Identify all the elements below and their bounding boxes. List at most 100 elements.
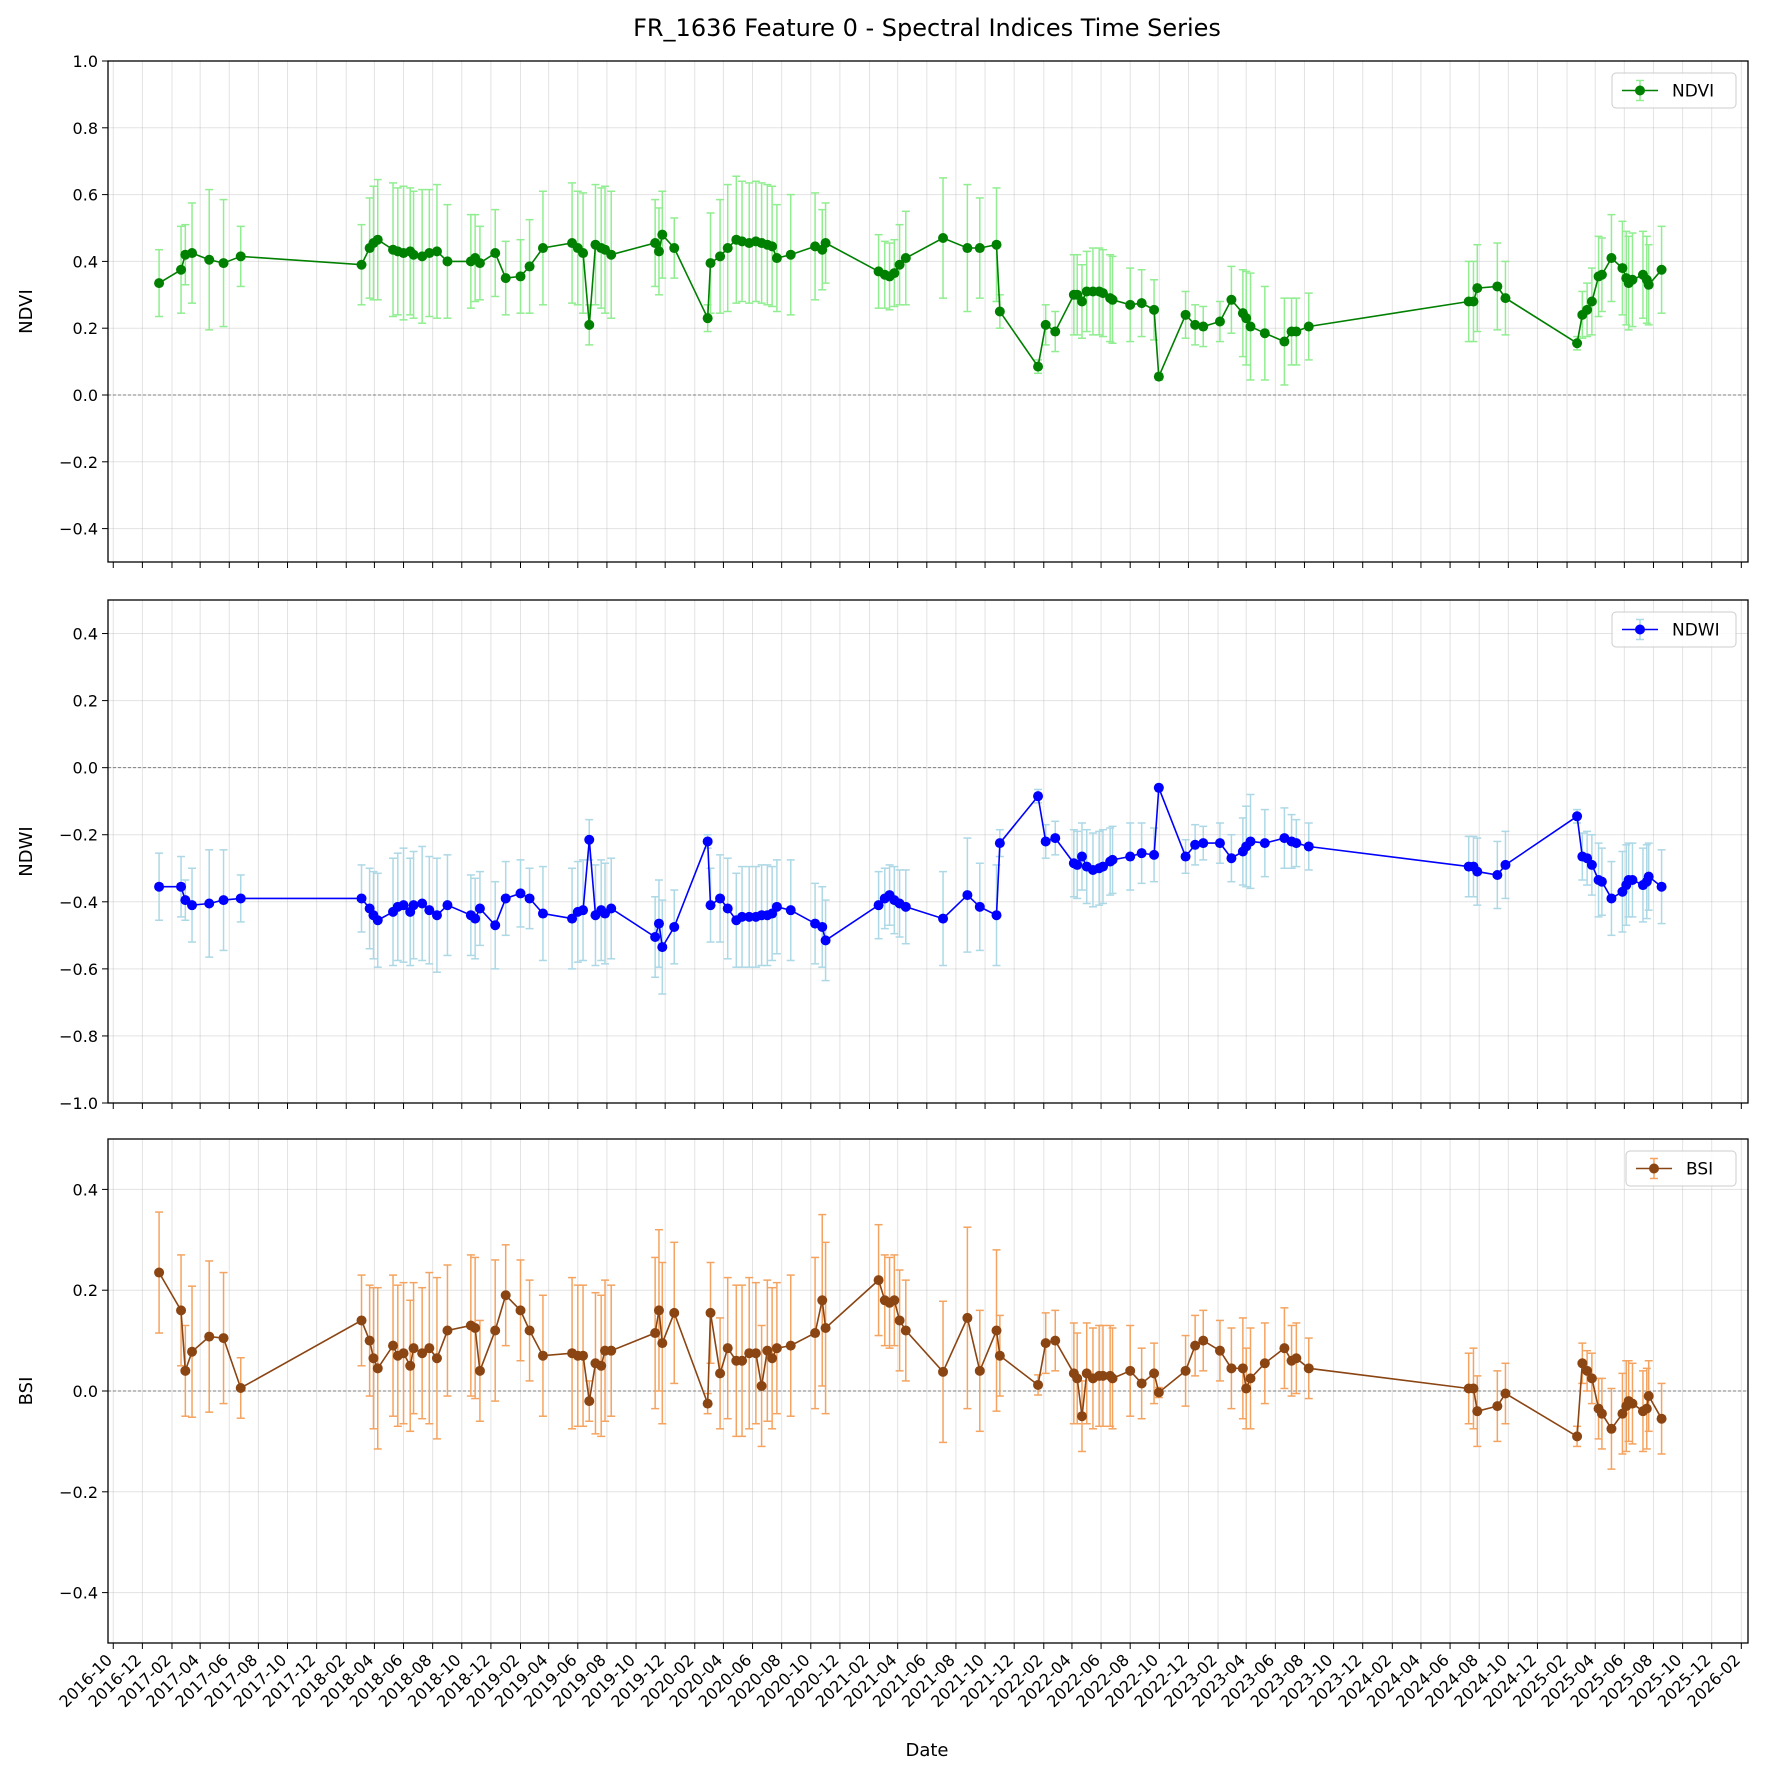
data-point — [657, 1338, 668, 1349]
data-point — [584, 834, 595, 845]
data-point — [364, 1335, 375, 1346]
data-point — [1040, 1338, 1051, 1349]
data-point — [1643, 1391, 1654, 1402]
data-point — [388, 1340, 399, 1351]
data-point — [715, 893, 726, 904]
data-point — [1259, 838, 1270, 849]
data-point — [1076, 296, 1087, 307]
data-point — [1072, 1373, 1083, 1384]
y-tick-label: 0.4 — [73, 1180, 98, 1199]
data-point — [702, 836, 713, 847]
data-point — [810, 1328, 821, 1339]
grid — [108, 60, 1748, 562]
data-point — [994, 1350, 1005, 1361]
data-point — [372, 234, 383, 245]
data-point — [1656, 1413, 1667, 1424]
data-point — [1596, 876, 1607, 887]
data-point — [1627, 1398, 1638, 1409]
data-point — [187, 900, 198, 911]
data-point — [398, 900, 409, 911]
data-point — [1149, 1368, 1160, 1379]
data-point — [154, 278, 165, 289]
data-point — [657, 229, 668, 240]
data-point — [584, 319, 595, 330]
data-point — [894, 1315, 905, 1326]
data-point — [1107, 854, 1118, 865]
data-point — [1572, 338, 1583, 349]
data-point — [785, 249, 796, 260]
data-point — [737, 911, 748, 922]
series-line-ndvi — [158, 232, 1663, 377]
data-point — [1468, 296, 1479, 307]
data-point — [785, 1340, 796, 1351]
data-point — [180, 1365, 191, 1376]
data-point — [1198, 1335, 1209, 1346]
data-point — [417, 1348, 428, 1359]
data-point — [938, 913, 949, 924]
x-axis-label: Date — [905, 1740, 948, 1761]
data-point — [537, 1350, 548, 1361]
y-tick-label: 0.0 — [73, 1382, 98, 1401]
data-point — [1617, 1408, 1628, 1419]
data-point — [235, 893, 246, 904]
data-point — [1472, 1406, 1483, 1417]
data-point — [431, 246, 442, 257]
legend-box — [1611, 72, 1737, 109]
data-point — [187, 1346, 198, 1357]
data-point — [1303, 1363, 1314, 1374]
data-point — [657, 942, 668, 953]
data-point — [1180, 309, 1191, 320]
data-point — [1149, 849, 1160, 860]
data-point — [1643, 871, 1654, 882]
figure-title: FR_1636 Feature 0 - Spectral Indices Tim… — [633, 14, 1221, 42]
series-line-bsi — [158, 1272, 1663, 1438]
y-axis: −0.4 −0.2 0.0 0.2 0.4 0.6 0.8 1.0 — [59, 52, 108, 539]
data-point — [524, 893, 535, 904]
data-point — [817, 1295, 828, 1306]
data-point — [1596, 269, 1607, 280]
data-point — [1226, 294, 1237, 305]
data-point — [1097, 1370, 1108, 1381]
x-axis — [112, 1103, 1742, 1109]
data-point — [1606, 893, 1617, 904]
data-point — [368, 1353, 379, 1364]
data-point — [372, 915, 383, 926]
y-tick-label: 0.4 — [73, 252, 98, 271]
data-point — [715, 251, 726, 262]
panel-ndvi: −0.4 −0.2 0.0 0.2 0.4 0.6 0.8 1.0 NDVI NDVI — [16, 52, 1749, 568]
y-tick-label: 1.0 — [73, 52, 98, 71]
data-point — [1596, 1408, 1607, 1419]
data-point — [1076, 851, 1087, 862]
data-point — [1198, 321, 1209, 332]
data-point — [474, 903, 485, 914]
data-point — [1245, 321, 1256, 332]
axes-frame — [107, 599, 1749, 1104]
data-point — [653, 918, 664, 929]
data-point — [1500, 859, 1511, 870]
data-point — [785, 905, 796, 916]
data-point — [442, 1325, 453, 1336]
data-point — [424, 1343, 435, 1354]
data-point — [1617, 263, 1628, 274]
error-bars — [155, 1211, 1666, 1470]
data-point — [1136, 1378, 1147, 1389]
data-point — [715, 1368, 726, 1379]
y-tick-label: 0.2 — [73, 692, 98, 711]
y-axis: −1.0 −0.8 −0.6 −0.4 −0.2 0.0 0.2 0.4 — [59, 625, 108, 1113]
data-point — [669, 921, 680, 932]
data-point — [771, 253, 782, 264]
x-axis — [112, 1643, 1742, 1649]
data-point — [1125, 851, 1136, 862]
data-point — [820, 1323, 831, 1333]
data-point — [474, 1365, 485, 1376]
data-point — [204, 898, 215, 909]
data-point — [356, 893, 367, 904]
x-tick-labels: 2016-102016-122017-022017-042017-062017-… — [55, 1650, 1744, 1711]
data-point — [991, 1325, 1002, 1336]
markers — [154, 229, 1667, 382]
legend-label: BSI — [1686, 1160, 1713, 1180]
data-point — [537, 908, 548, 919]
data-point — [1472, 283, 1483, 294]
data-point — [606, 903, 617, 914]
